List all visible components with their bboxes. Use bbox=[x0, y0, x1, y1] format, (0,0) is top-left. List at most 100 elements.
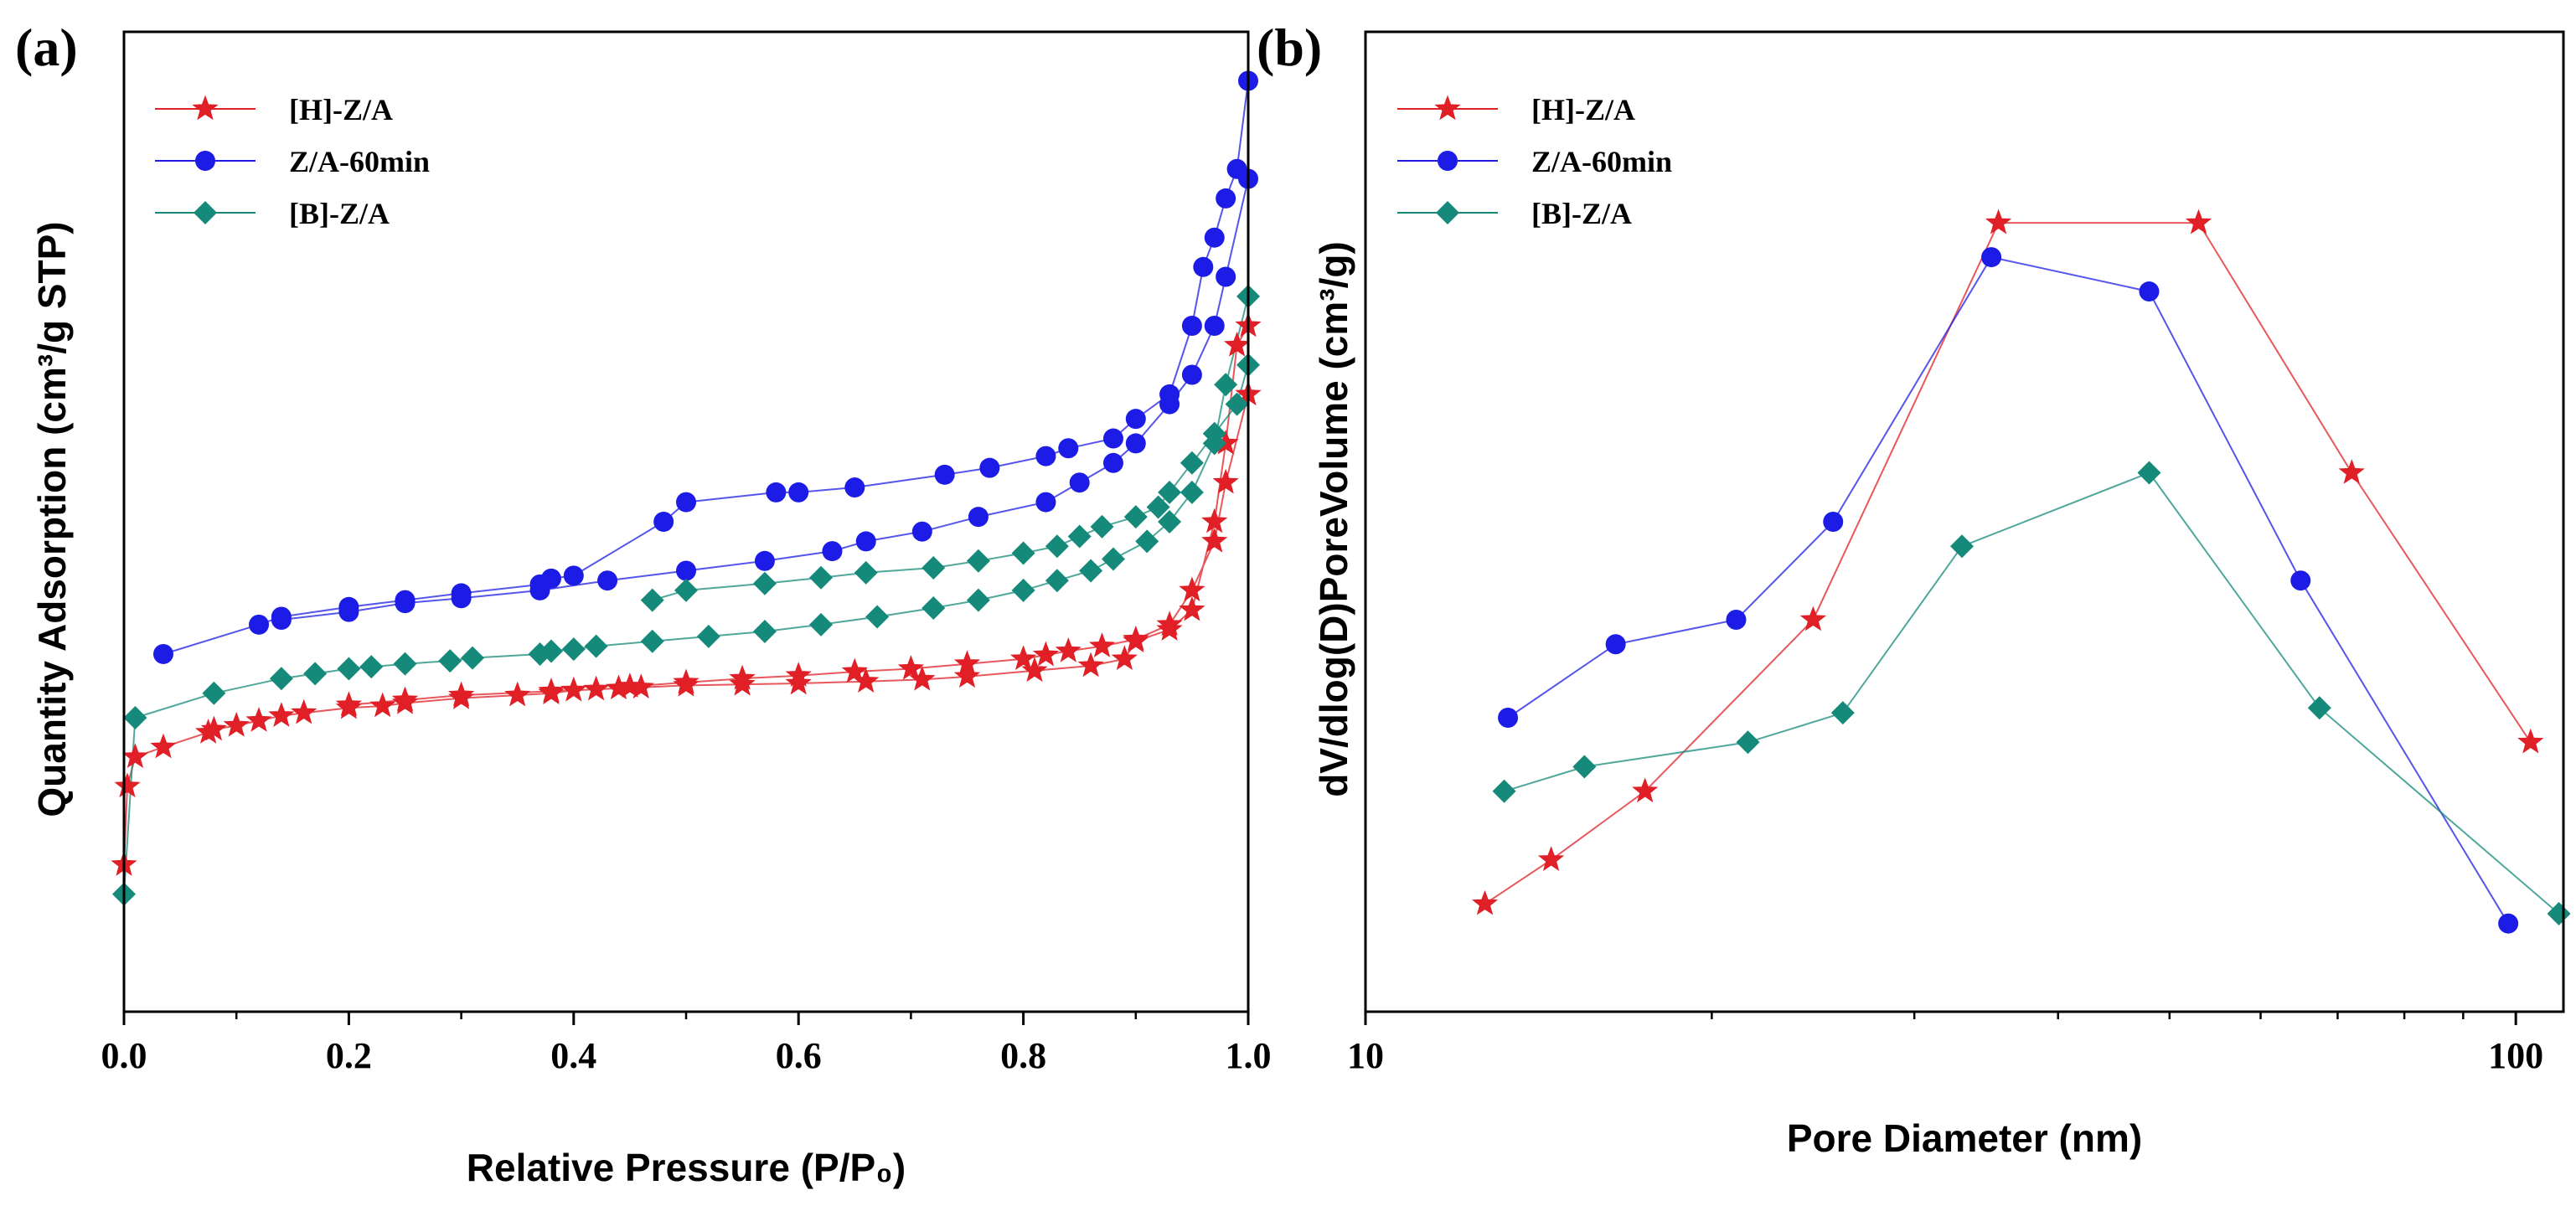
legend-marker bbox=[192, 95, 219, 121]
panel-a-series-2-point bbox=[1067, 524, 1092, 549]
legend-marker bbox=[195, 151, 215, 171]
panel-a-series-2-point bbox=[696, 624, 720, 648]
legend-label: [B]-Z/A bbox=[289, 197, 390, 230]
panel-a-series-1-point bbox=[152, 643, 173, 664]
panel-a-series-0-point bbox=[447, 681, 475, 707]
panel-a-series-0-point bbox=[538, 677, 565, 703]
panel-b-series-1-point bbox=[2290, 570, 2311, 591]
panel-a-x-axis-title: Relative Pressure (P/P₀) bbox=[467, 1146, 906, 1189]
panel-b-series-2-point bbox=[1950, 534, 1975, 559]
panel-b-series-0-line bbox=[1484, 222, 2532, 905]
legend-label: [H]-Z/A bbox=[289, 93, 393, 126]
panel-b-series-0-point bbox=[1799, 606, 1827, 631]
panel-b: (b) 10 100 Pore Diameter (nm) dV/dlog(D)P… bbox=[1257, 18, 2571, 1160]
panel-a-series-1-point bbox=[1204, 227, 1225, 248]
panel-a-series-0-point bbox=[150, 733, 177, 759]
panel-a-series-0-point bbox=[1077, 652, 1104, 678]
panel-a-series-1-point bbox=[1193, 256, 1214, 277]
panel-a-series-0-point bbox=[223, 711, 250, 737]
panel-a-series-0-point bbox=[1201, 508, 1228, 533]
panel-a-series-0-point bbox=[1088, 632, 1116, 657]
panel-a-series-2-point bbox=[269, 667, 293, 691]
x-tick-label: 0.4 bbox=[550, 1035, 596, 1076]
panel-a-series-1-point bbox=[1181, 364, 1202, 385]
panel-a-series-2-point bbox=[865, 605, 890, 629]
x-tick-label: 0.2 bbox=[326, 1035, 372, 1076]
panel-a-series-0-point bbox=[1123, 627, 1149, 653]
panel-a-series-0-point bbox=[1055, 636, 1082, 662]
panel-b-series-1-line bbox=[1507, 255, 2509, 925]
panel-b-legend: [H]-Z/A Z/A-60min [B]-Z/A bbox=[1397, 93, 1672, 230]
panel-a-series-1-point bbox=[766, 482, 787, 502]
legend-label: [H]-Z/A bbox=[1531, 93, 1635, 126]
panel-a-series-1-point bbox=[979, 457, 1000, 478]
panel-a-series-0-point bbox=[1111, 645, 1138, 671]
panel-a-series-1-point bbox=[788, 482, 809, 502]
panel-b-series-1-point bbox=[1823, 512, 1844, 532]
panel-a-series-0-point bbox=[504, 681, 531, 707]
panel-a-series-0-point bbox=[1156, 616, 1183, 641]
panel-a-series-1-point bbox=[1125, 433, 1146, 454]
panel-a-series-2-point bbox=[1079, 559, 1103, 583]
panel-b-series-0-point bbox=[1632, 777, 1659, 803]
panel-a-series-2-point bbox=[584, 634, 608, 658]
panel-a-series-2-point bbox=[640, 629, 664, 653]
panel-a-series-2-point bbox=[921, 595, 946, 620]
panel-b-series-0-point bbox=[2517, 728, 2544, 754]
panel-a-series-0-point bbox=[245, 707, 272, 732]
panel-a-series-1-point bbox=[822, 541, 843, 562]
panel-a-series-1-point bbox=[1069, 472, 1090, 493]
legend-label: [B]-Z/A bbox=[1531, 197, 1632, 230]
panel-a-series-1-point bbox=[934, 464, 955, 485]
panel-a-series-0-point bbox=[1009, 645, 1037, 671]
panel-b-series-1-point bbox=[2498, 913, 2519, 934]
panel-a-series-2-point bbox=[359, 655, 384, 679]
panel-a-series-1-point bbox=[1035, 492, 1056, 513]
panel-a-series-0-point bbox=[391, 686, 419, 712]
panel-a-label: (a) bbox=[15, 18, 78, 77]
panel-a-series-1-point bbox=[338, 601, 359, 622]
panel-a-series-1-point bbox=[855, 531, 876, 552]
panel-a-legend: [H]-Z/A Z/A-60min [B]-Z/A bbox=[155, 93, 430, 230]
panel-a-series-1-point bbox=[1204, 316, 1225, 336]
panel-a-series-2-point bbox=[966, 588, 990, 612]
panel-b-series-0-point bbox=[2185, 209, 2212, 234]
x-tick-label: 0.6 bbox=[776, 1035, 822, 1076]
panel-a-x-ticks: 0.0 0.2 0.4 0.6 0.8 1.0 bbox=[101, 1012, 1272, 1076]
panel-b-series-1-point bbox=[1498, 708, 1519, 728]
x-tick-label: 10 bbox=[1347, 1035, 1384, 1076]
panel-b-series-2-point bbox=[1492, 779, 1516, 803]
panel-a-series-2-point bbox=[539, 639, 563, 663]
panel-a-series-1-point bbox=[1102, 452, 1123, 473]
panel-a-series-2-point bbox=[1045, 569, 1069, 593]
panel-a-plot-frame bbox=[122, 30, 1250, 1013]
panel-a-series-0-point bbox=[897, 655, 925, 680]
legend-marker bbox=[1434, 95, 1461, 121]
panel-a-series-2-point bbox=[1180, 480, 1204, 504]
panel-a-y-axis-title: Quantity Adsorption (cm³/g STP) bbox=[30, 221, 74, 817]
panel-b-series-1-point bbox=[1981, 247, 2002, 268]
legend-label: Z/A-60min bbox=[1531, 145, 1672, 178]
panel-a-series-2-point bbox=[337, 657, 361, 681]
panel-a-series-2-point bbox=[1045, 534, 1069, 559]
panel-b-label: (b) bbox=[1257, 18, 1322, 77]
panel-a-series-0-point bbox=[369, 692, 396, 718]
panel-a-series-0-point bbox=[853, 667, 880, 693]
panel-a-series-2-point bbox=[1180, 451, 1204, 475]
panel-a-series-0-point bbox=[200, 715, 227, 741]
panel-a-series-0-point bbox=[1179, 595, 1205, 621]
panel-a-series-2-point bbox=[123, 706, 147, 729]
panel-a-series-2-point bbox=[1011, 578, 1035, 602]
panel-a-series-2-point bbox=[1011, 541, 1035, 565]
panel-a-series-0-point bbox=[627, 673, 654, 699]
panel-b-plot-frame bbox=[1364, 30, 2565, 1013]
panel-a-series-0-point bbox=[841, 657, 868, 683]
panel-a-series-1-point bbox=[249, 614, 270, 635]
panel-a-series-2-point bbox=[1158, 510, 1182, 533]
panel-b-series-1-point bbox=[1605, 634, 1626, 655]
panel-a-series-1-point bbox=[1058, 438, 1079, 459]
panel-b-series-2-line bbox=[1504, 472, 2560, 915]
panel-b-series-2-point bbox=[2547, 902, 2571, 925]
panel-b-x-axis-title: Pore Diameter (nm) bbox=[1787, 1116, 2142, 1160]
panel-a-series-2-point bbox=[809, 612, 834, 636]
